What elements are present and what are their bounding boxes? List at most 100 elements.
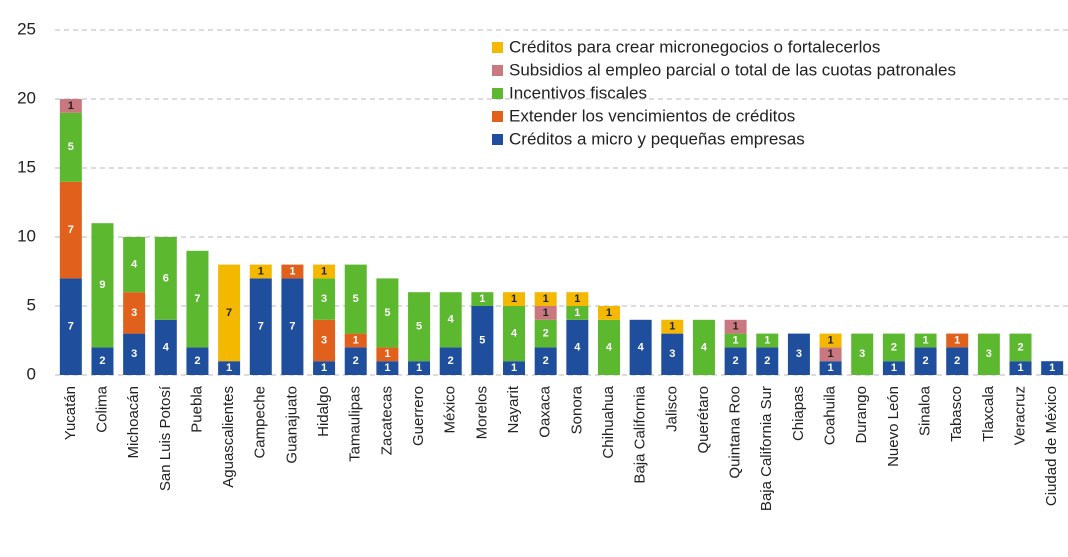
value-label: 7 (289, 321, 295, 333)
bar-segment (534, 292, 557, 306)
x-tick-label: Baja California Sur (758, 386, 775, 511)
bar-segment (1041, 361, 1064, 375)
value-label: 6 (163, 272, 169, 284)
bar-segment (566, 306, 589, 320)
bar-segment (851, 333, 874, 375)
x-tick-label: Yucatán (62, 386, 79, 440)
bar-segment (344, 333, 367, 348)
bar-segment (503, 306, 526, 362)
x-tick-label: San Luis Potosí (157, 385, 174, 491)
bar-segment (281, 278, 304, 375)
bar-segment (597, 319, 620, 375)
value-label: 2 (733, 355, 739, 367)
bar-segment (566, 319, 589, 375)
bar-segment (313, 361, 336, 375)
value-label: 1 (511, 293, 517, 305)
value-label: 2 (922, 355, 928, 367)
value-label: 3 (796, 348, 802, 360)
bar-segment (408, 292, 431, 362)
value-label: 4 (511, 328, 518, 340)
value-label: 4 (574, 341, 581, 353)
value-label: 3 (859, 348, 865, 360)
value-label: 2 (353, 355, 359, 367)
x-tick-label: Durango (853, 386, 870, 444)
bar-segment (724, 347, 747, 375)
value-label: 4 (638, 341, 645, 353)
bar-segment (629, 319, 652, 375)
bar-segment (123, 237, 146, 293)
bar-segment (154, 237, 177, 320)
value-label: 5 (479, 334, 485, 346)
bar-segment (313, 319, 336, 362)
value-label: 1 (321, 362, 327, 374)
legend-swatch (492, 65, 503, 76)
bar-segment (281, 264, 304, 279)
bar-segment (186, 347, 209, 375)
x-tick-label: Morelos (473, 386, 490, 439)
bar-segment (882, 333, 905, 362)
value-label: 1 (733, 321, 739, 333)
bar-segment (344, 347, 367, 375)
bar-segment (819, 347, 842, 362)
y-tick-label: 10 (17, 226, 36, 245)
bar-segment (819, 361, 842, 375)
value-label: 5 (384, 307, 390, 319)
x-tick-label: México (442, 386, 459, 434)
bar-segment (503, 361, 526, 375)
value-label: 1 (543, 293, 549, 305)
bar-segment (534, 319, 557, 348)
legend-swatch (492, 88, 503, 99)
legend-label: Incentivos fiscales (509, 83, 647, 102)
x-tick-label: Zacatecas (378, 386, 395, 455)
x-tick-label: Colima (93, 385, 110, 432)
value-label: 4 (606, 341, 613, 353)
bar-segment (249, 278, 272, 375)
value-label: 1 (511, 362, 517, 374)
bar-segment (756, 347, 779, 375)
bar-segment (1009, 361, 1032, 375)
x-tick-label: Oaxaca (537, 385, 554, 437)
bar-segment (59, 99, 82, 113)
y-tick-label: 15 (17, 157, 36, 176)
x-tick-label: Tlaxcala (980, 385, 997, 442)
value-label: 4 (448, 314, 455, 326)
bar-segment (376, 278, 399, 348)
bar-segment (313, 278, 336, 320)
bar-segment (59, 112, 82, 182)
value-label: 1 (353, 334, 359, 346)
value-label: 1 (1049, 362, 1055, 374)
value-label: 2 (194, 355, 200, 367)
value-label: 1 (258, 265, 264, 277)
value-label: 1 (479, 293, 485, 305)
value-label: 3 (131, 348, 137, 360)
bar-segment (882, 361, 905, 375)
value-label: 1 (574, 293, 580, 305)
bar-segment (977, 333, 1000, 375)
value-label: 3 (321, 334, 327, 346)
value-label: 1 (226, 362, 232, 374)
x-tick-label: Aguascalientes (220, 386, 237, 488)
value-label: 1 (68, 100, 74, 112)
bar-segment (59, 181, 82, 279)
value-label: 5 (68, 141, 74, 153)
value-label: 2 (543, 355, 549, 367)
bar-segment (1009, 333, 1032, 362)
bar-segment (218, 361, 241, 375)
x-tick-label: Sonora (568, 385, 585, 434)
value-label: 1 (922, 334, 928, 346)
bar-segment (914, 333, 937, 348)
value-label: 7 (68, 321, 74, 333)
x-tick-label: Chiapas (790, 386, 807, 441)
bar-segment (787, 333, 810, 375)
value-label: 5 (416, 321, 422, 333)
value-label: 2 (764, 355, 770, 367)
bar-segment (724, 319, 747, 334)
x-tick-label: Sinaloa (917, 385, 934, 436)
legend-label: Créditos para crear micronegocios o fort… (509, 37, 880, 56)
x-tick-label: Querétaro (695, 386, 712, 454)
bar-segment (471, 292, 494, 306)
x-tick-label: Quintana Roo (727, 386, 744, 479)
bar-segment (249, 264, 272, 279)
value-label: 3 (131, 307, 137, 319)
